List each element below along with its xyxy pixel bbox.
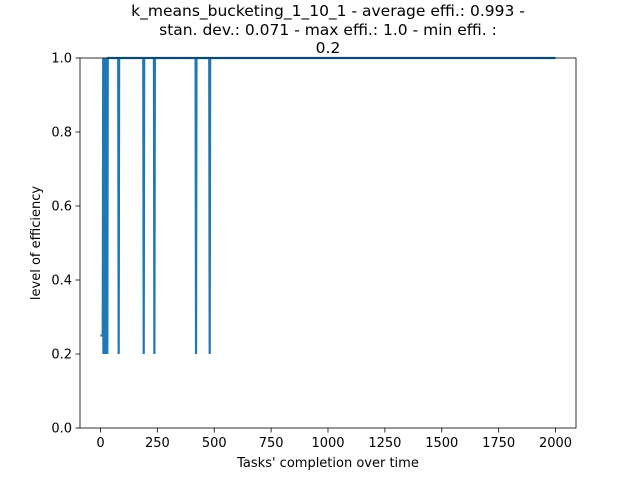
x-tick-label: 500 [202,436,227,451]
y-tick-label: 0.2 [51,348,72,363]
x-tick-label: 1500 [425,436,458,451]
y-axis-label: level of efficiency [29,186,44,300]
series-layer [100,56,556,355]
series-line-0 [100,56,556,355]
y-tick-label: 0.6 [51,200,72,215]
title-line-3: 0.2 [316,39,341,57]
x-tick-label: 0 [96,436,104,451]
x-tick-label: 750 [259,436,284,451]
y-axis-ticks: 0.0 0.2 0.4 0.6 0.8 1.0 [51,52,80,437]
x-tick-label: 1250 [368,436,401,451]
y-tick-label: 0.0 [51,422,72,437]
x-tick-label: 1750 [482,436,515,451]
x-axis-label: Tasks' completion over time [236,456,419,471]
plot-area [80,58,576,428]
chart-title: k_means_bucketing_1_10_1 - average effi.… [131,2,525,57]
x-axis-ticks: 0 250 500 750 1000 1250 1500 1750 2000 [96,428,572,451]
title-line-1: k_means_bucketing_1_10_1 - average effi.… [131,2,525,21]
x-tick-label: 1000 [311,436,344,451]
y-tick-label: 0.8 [51,126,72,141]
x-tick-label: 2000 [539,436,572,451]
x-tick-label: 250 [145,436,170,451]
y-tick-label: 0.4 [51,274,72,289]
y-tick-label: 1.0 [51,52,72,67]
plot-frame [79,57,577,429]
title-line-2: stan. dev.: 0.071 - max effi.: 1.0 - min… [159,21,497,39]
